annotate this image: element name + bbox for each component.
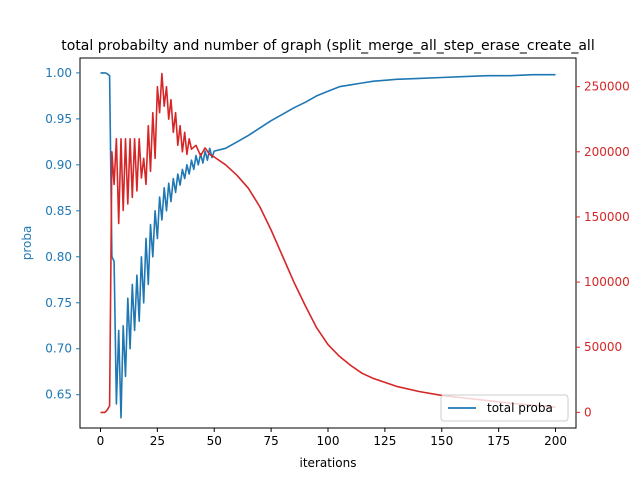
y-tick-label: 0.90	[45, 158, 72, 172]
y-tick-label: 0.70	[45, 342, 72, 356]
x-tick-label: 200	[544, 434, 567, 448]
x-tick-label: 50	[207, 434, 222, 448]
x-tick-label: 175	[487, 434, 510, 448]
y-axis-label: proba	[20, 226, 34, 261]
ticks-layer: 0 25 50 75 100 125 150 175 200 0.65 0.70 0.75 0.80 0.…	[45, 66, 630, 448]
y2-tick-label: 50000	[584, 340, 622, 354]
y-tick-label: 0.95	[45, 112, 72, 126]
y2-tick-label: 100000	[584, 275, 630, 289]
total-proba-series-line	[100, 72, 556, 419]
legend: total proba	[440, 394, 569, 422]
graph-count-series-line	[100, 72, 556, 414]
series-layer	[100, 72, 556, 419]
x-tick-label: 125	[373, 434, 396, 448]
x-tick-label: 100	[317, 434, 340, 448]
y2-tick-label: 200000	[584, 145, 630, 159]
legend-label: total proba	[487, 401, 553, 415]
x-axis-label: iterations	[300, 456, 357, 470]
y-tick-label: 0.65	[45, 388, 72, 402]
y2-tick-label: 250000	[584, 80, 630, 94]
y2-tick-label: 150000	[584, 210, 630, 224]
y-tick-label: 0.85	[45, 204, 72, 218]
y-tick-label: 0.80	[45, 250, 72, 264]
x-tick-label: 0	[97, 434, 105, 448]
x-tick-label: 25	[150, 434, 165, 448]
legend-box	[440, 394, 569, 422]
y2-tick-label: 0	[584, 405, 592, 419]
x-tick-label: 150	[430, 434, 453, 448]
x-tick-label: 75	[263, 434, 278, 448]
chart-title: total probabilty and number of graph (sp…	[61, 38, 594, 54]
y-tick-label: 0.75	[45, 296, 72, 310]
y-tick-label: 1.00	[45, 66, 72, 80]
